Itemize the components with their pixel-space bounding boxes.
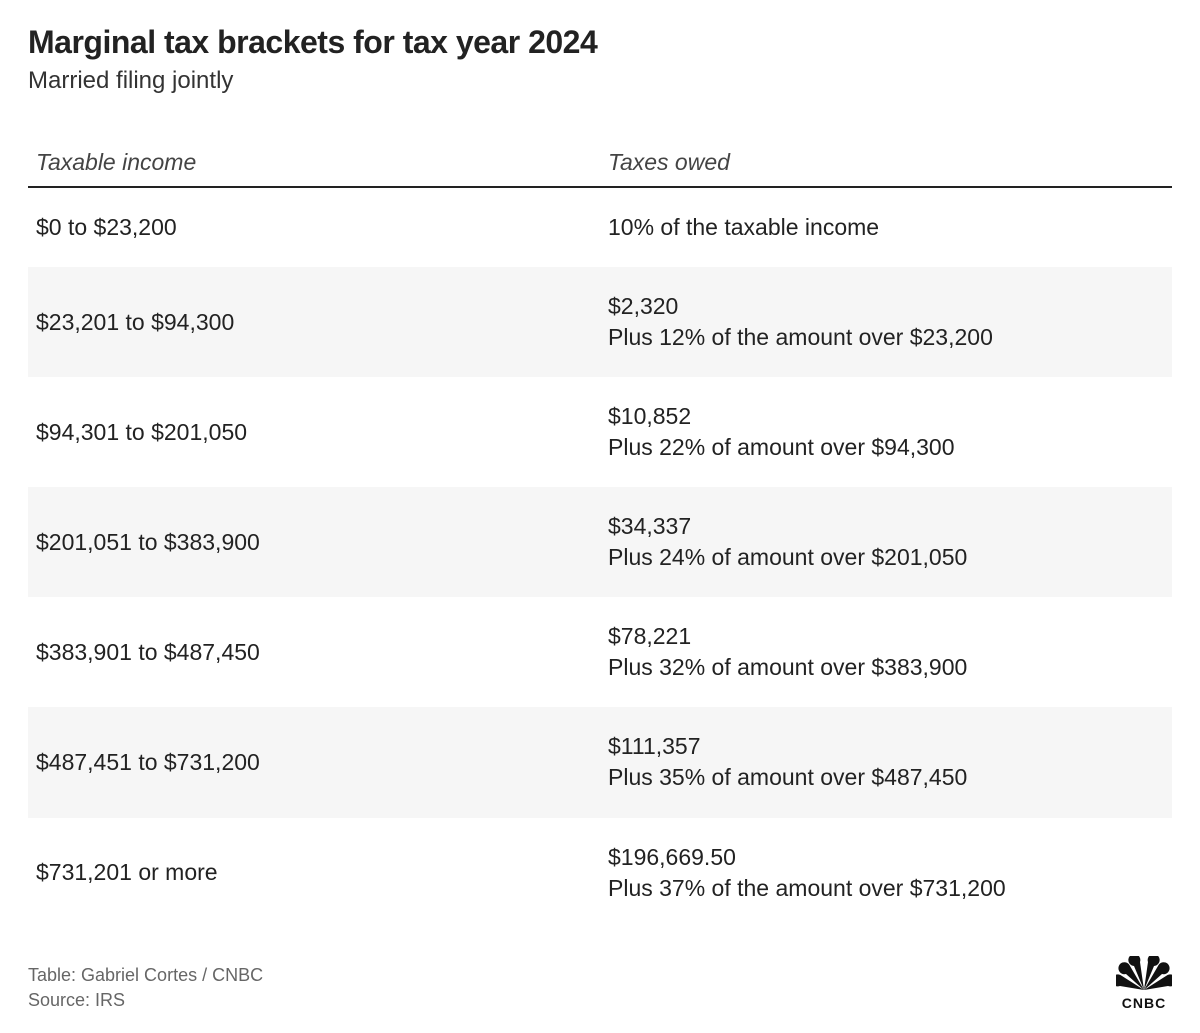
page-title: Marginal tax brackets for tax year 2024 (28, 24, 1172, 61)
cell-owed: $2,320 Plus 12% of the amount over $23,2… (600, 267, 1172, 377)
cnbc-logo-text: CNBC (1122, 994, 1166, 1014)
table-row: $383,901 to $487,450 $78,221 Plus 32% of… (28, 597, 1172, 707)
cell-owed: $34,337 Plus 24% of amount over $201,050 (600, 487, 1172, 597)
owed-base: $78,221 (608, 621, 1164, 652)
table-row: $23,201 to $94,300 $2,320 Plus 12% of th… (28, 267, 1172, 377)
peacock-icon (1116, 956, 1172, 992)
owed-extra: Plus 24% of amount over $201,050 (608, 542, 1164, 573)
tax-table-container: Marginal tax brackets for tax year 2024 … (0, 0, 1200, 1033)
footer-source: Source: IRS (28, 988, 263, 1013)
table-row: $731,201 or more $196,669.50 Plus 37% of… (28, 818, 1172, 928)
owed-extra: Plus 37% of the amount over $731,200 (608, 873, 1164, 904)
footer-credit: Table: Gabriel Cortes / CNBC (28, 963, 263, 988)
page-subtitle: Married filing jointly (28, 67, 1172, 95)
owed-base: $196,669.50 (608, 842, 1164, 873)
cell-owed: $78,221 Plus 32% of amount over $383,900 (600, 597, 1172, 707)
owed-extra: Plus 32% of amount over $383,900 (608, 652, 1164, 683)
owed-base: $10,852 (608, 401, 1164, 432)
owed-base: $34,337 (608, 511, 1164, 542)
tax-brackets-table: Taxable income Taxes owed $0 to $23,200 … (28, 143, 1172, 928)
owed-extra: Plus 12% of the amount over $23,200 (608, 322, 1164, 353)
table-row: $94,301 to $201,050 $10,852 Plus 22% of … (28, 377, 1172, 487)
owed-extra: Plus 35% of amount over $487,450 (608, 762, 1164, 793)
owed-base: $2,320 (608, 291, 1164, 322)
footer: Table: Gabriel Cortes / CNBC Source: IRS… (28, 956, 1172, 1014)
owed-base: $111,357 (608, 731, 1164, 762)
cell-income: $23,201 to $94,300 (28, 267, 600, 377)
cell-income: $201,051 to $383,900 (28, 487, 600, 597)
cell-owed: $111,357 Plus 35% of amount over $487,45… (600, 707, 1172, 817)
cell-income: $94,301 to $201,050 (28, 377, 600, 487)
cell-income: $0 to $23,200 (28, 187, 600, 267)
col-header-owed: Taxes owed (600, 143, 1172, 187)
table-row: $487,451 to $731,200 $111,357 Plus 35% o… (28, 707, 1172, 817)
table-row: $201,051 to $383,900 $34,337 Plus 24% of… (28, 487, 1172, 597)
table-row: $0 to $23,200 10% of the taxable income (28, 187, 1172, 267)
cnbc-logo: CNBC (1116, 956, 1172, 1014)
cell-income: $487,451 to $731,200 (28, 707, 600, 817)
col-header-income: Taxable income (28, 143, 600, 187)
owed-extra: Plus 22% of amount over $94,300 (608, 432, 1164, 463)
owed-base: 10% of the taxable income (608, 212, 1164, 243)
cell-owed: 10% of the taxable income (600, 187, 1172, 267)
table-header-row: Taxable income Taxes owed (28, 143, 1172, 187)
footer-text: Table: Gabriel Cortes / CNBC Source: IRS (28, 963, 263, 1013)
cell-owed: $10,852 Plus 22% of amount over $94,300 (600, 377, 1172, 487)
cell-owed: $196,669.50 Plus 37% of the amount over … (600, 818, 1172, 928)
cell-income: $731,201 or more (28, 818, 600, 928)
cell-income: $383,901 to $487,450 (28, 597, 600, 707)
